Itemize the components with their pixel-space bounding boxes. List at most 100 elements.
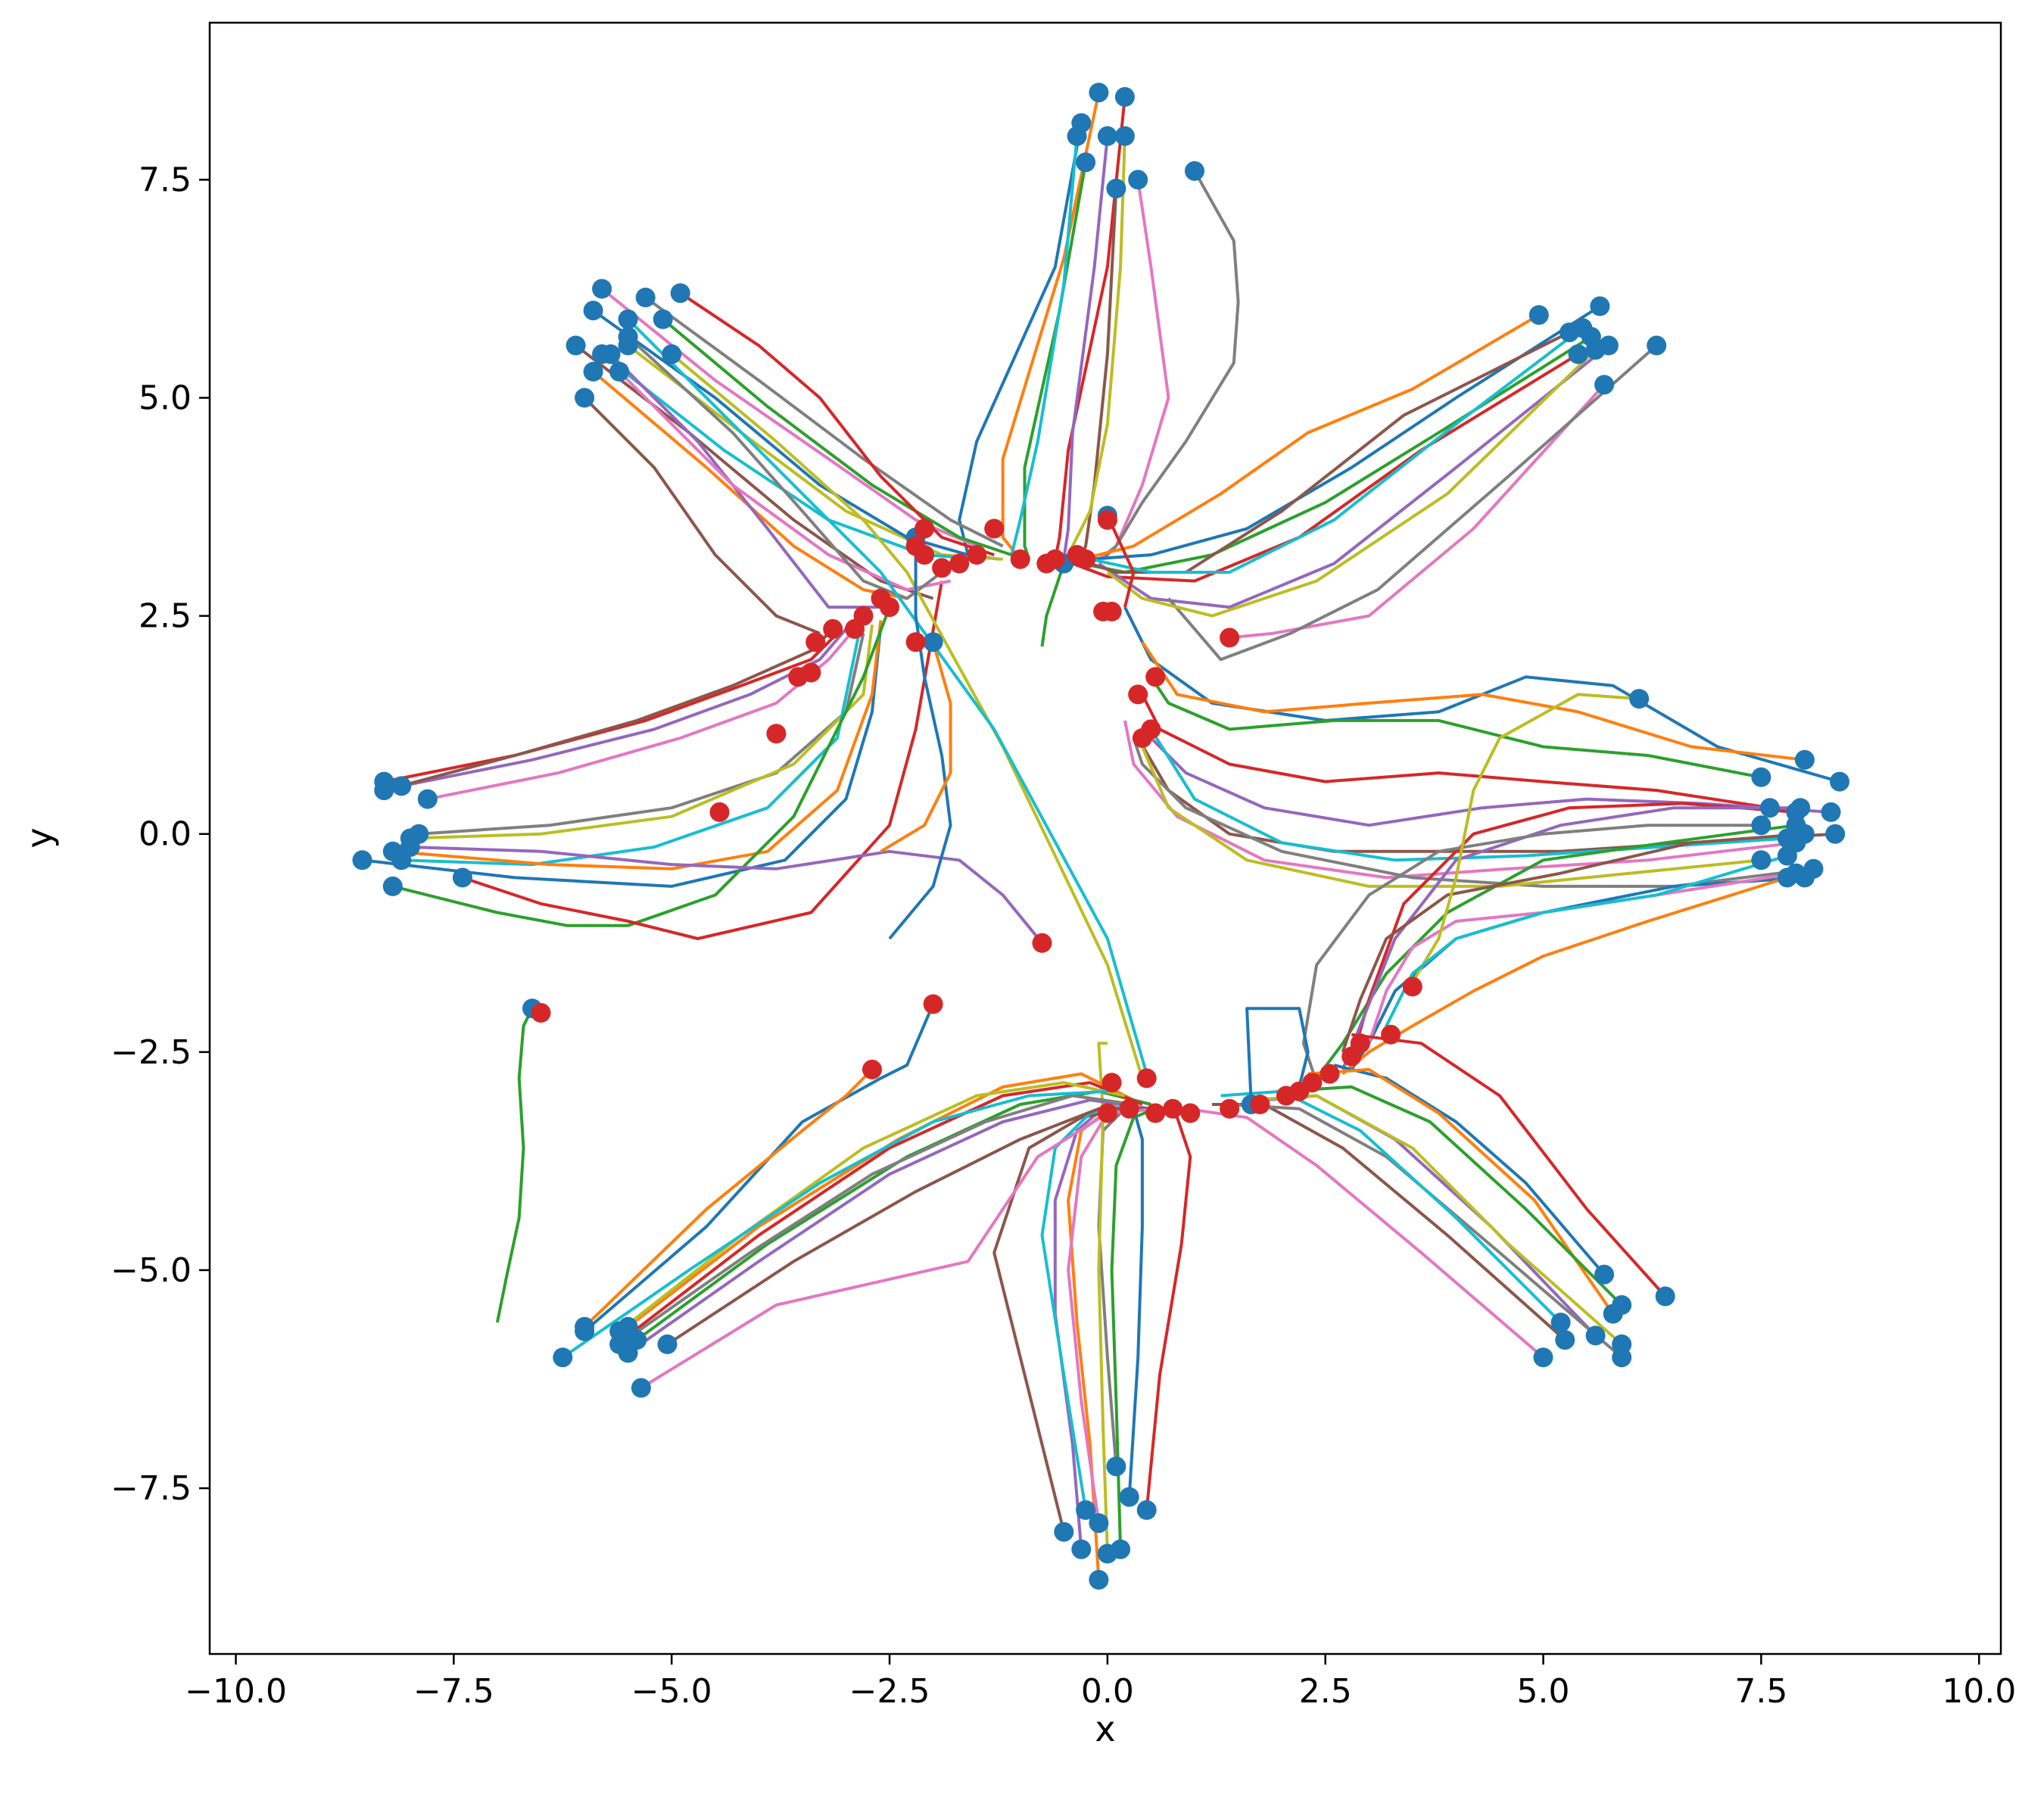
trajectory-line — [1341, 832, 1806, 1053]
end-point-marker — [845, 618, 865, 639]
trajectory-line — [427, 628, 856, 801]
start-point-marker — [923, 632, 943, 653]
trajectory-line — [1106, 348, 1597, 618]
y-tick-label: −5.0 — [111, 1251, 192, 1290]
end-point-marker — [823, 618, 843, 639]
trajectory-line — [1333, 1064, 1606, 1276]
trajectory-line — [627, 335, 943, 600]
start-point-marker — [1825, 824, 1846, 844]
start-point-marker — [1655, 1286, 1675, 1307]
start-point-marker — [1790, 798, 1811, 818]
end-point-marker — [1320, 1064, 1340, 1084]
trajectory-line — [662, 318, 1012, 556]
start-point-marker — [1759, 798, 1780, 818]
start-point-marker — [575, 388, 595, 408]
start-point-marker — [1550, 1313, 1571, 1333]
end-point-marker — [905, 632, 926, 653]
end-point-marker — [1141, 719, 1161, 740]
end-point-marker — [1119, 1098, 1139, 1119]
start-point-marker — [583, 301, 603, 321]
start-point-marker — [1647, 335, 1667, 356]
end-point-marker — [1220, 628, 1240, 648]
trajectory-line — [1080, 313, 1540, 561]
start-point-marker — [1612, 1334, 1632, 1354]
start-point-marker — [662, 344, 682, 364]
y-tick-label: 7.5 — [139, 160, 192, 199]
trajectory-line — [1132, 737, 1814, 888]
trajectory-line — [410, 846, 1044, 945]
start-point-marker — [1629, 689, 1650, 709]
trajectory-line — [392, 620, 883, 871]
x-axis-label: x — [1095, 1708, 1115, 1749]
x-tick-label: −2.5 — [849, 1672, 930, 1711]
start-point-marker — [1533, 1347, 1553, 1368]
trajectory-line — [410, 624, 874, 840]
trajectory-line — [618, 1094, 1134, 1346]
end-point-marker — [905, 536, 926, 556]
trajectory-line — [592, 309, 969, 556]
start-point-marker — [1097, 126, 1117, 146]
trajectory-line — [419, 633, 865, 836]
trajectory-line — [1127, 1108, 1144, 1497]
end-point-marker — [1145, 1103, 1166, 1123]
start-point-marker — [1528, 305, 1549, 325]
end-point-marker — [1067, 545, 1087, 565]
start-point-marker — [1136, 1500, 1157, 1520]
trajectory-line — [1089, 326, 1584, 574]
end-point-marker — [1097, 509, 1117, 530]
start-point-marker — [374, 780, 394, 801]
start-point-marker — [1128, 170, 1148, 190]
start-point-marker — [1794, 824, 1815, 844]
trajectory-layer — [362, 92, 1840, 1581]
start-point-marker — [352, 850, 372, 871]
trajectory-line — [495, 1008, 534, 1323]
trajectory-line — [1245, 1007, 1310, 1105]
trajectory-line — [1072, 353, 1579, 583]
start-point-marker — [1821, 802, 1841, 822]
end-point-marker — [1220, 1098, 1240, 1119]
start-point-marker — [1572, 318, 1593, 338]
end-point-marker — [766, 724, 787, 744]
trajectory-line — [1141, 641, 1806, 762]
start-point-marker — [391, 776, 412, 796]
trajectory-line — [1062, 135, 1109, 559]
x-tick-label: 7.5 — [1734, 1672, 1787, 1711]
trajectory-line — [1229, 1103, 1623, 1359]
plot-frame — [208, 21, 2002, 1655]
start-point-marker — [1067, 126, 1087, 146]
end-point-marker — [1163, 1098, 1183, 1119]
end-point-marker — [967, 545, 987, 565]
trajectory-line — [1307, 1067, 1615, 1315]
x-tick-label: −10.0 — [185, 1672, 287, 1711]
trajectory-line — [1053, 1103, 1109, 1550]
trajectory-line — [609, 353, 881, 609]
end-point-marker — [1145, 667, 1166, 687]
start-point-marker — [1590, 296, 1610, 316]
start-point-marker — [1568, 344, 1588, 364]
x-tick-label: −7.5 — [413, 1672, 494, 1711]
end-point-marker — [788, 667, 809, 687]
start-point-marker — [600, 344, 621, 364]
trajectory-line — [1040, 1103, 1134, 1511]
end-point-marker — [531, 1003, 551, 1023]
y-axis: −7.5 −5.0 −2.5 0.0 2.5 5.0 7.5 — [111, 160, 210, 1508]
start-point-marker — [657, 1334, 678, 1354]
end-point-marker — [1402, 976, 1422, 997]
end-point-marker — [1381, 1024, 1401, 1045]
start-point-marker — [1114, 126, 1135, 146]
start-point-marker — [1830, 771, 1849, 792]
start-point-marker — [1751, 850, 1771, 871]
start-point-marker — [1555, 1330, 1575, 1350]
end-point-marker — [923, 994, 943, 1014]
trajectory-line — [1281, 1085, 1623, 1307]
start-point-marker — [1594, 375, 1615, 395]
trajectory-line — [1301, 824, 1762, 1083]
trajectory-line — [1220, 1089, 1563, 1324]
trajectory-line — [1067, 135, 1126, 556]
end-point-marker — [709, 802, 730, 822]
end-point-marker — [1250, 1095, 1270, 1114]
trajectory-line — [1123, 606, 1840, 783]
start-point-marker — [575, 1316, 595, 1337]
trajectory-line — [583, 397, 821, 635]
trajectory-line — [1141, 693, 1771, 810]
